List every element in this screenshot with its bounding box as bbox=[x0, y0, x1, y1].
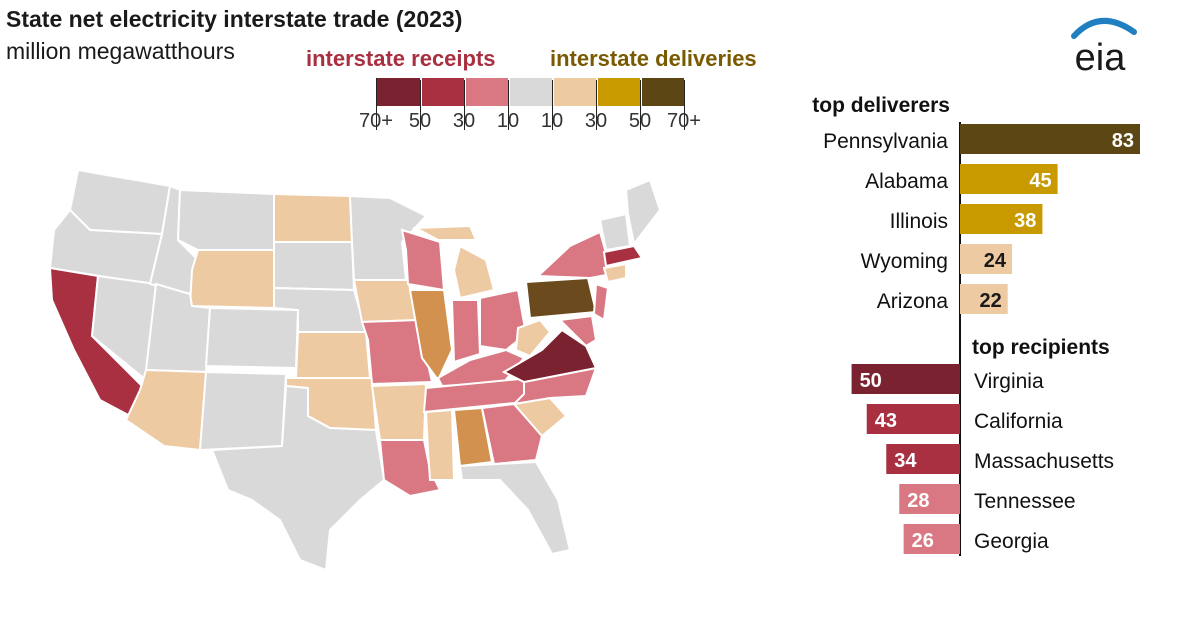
deliverers-heading: top deliverers bbox=[812, 94, 950, 117]
recipient-bar bbox=[903, 524, 960, 554]
state-maine bbox=[624, 178, 662, 247]
legend-receipts-label: interstate receipts bbox=[306, 46, 496, 71]
recipient-category-label: Georgia bbox=[974, 530, 1049, 553]
state-indiana bbox=[450, 299, 482, 364]
deliverer-value-label: 22 bbox=[979, 290, 1001, 312]
deliverer-bar bbox=[960, 164, 1058, 194]
chart-title: State net electricity interstate trade (… bbox=[6, 6, 463, 32]
state-florida bbox=[458, 460, 572, 556]
deliverer-value-label: 83 bbox=[1112, 130, 1134, 152]
state-vermont-nh bbox=[598, 212, 632, 252]
legend-tick-label: 50 bbox=[628, 110, 652, 132]
deliverer-category-label: Arizona bbox=[877, 290, 949, 313]
deliverer-value-label: 38 bbox=[1014, 210, 1036, 232]
state-connecticut bbox=[602, 262, 627, 284]
state-wyoming bbox=[188, 249, 275, 310]
deliverer-value-label: 24 bbox=[984, 250, 1007, 272]
legend-swatch bbox=[508, 78, 552, 106]
state-louisiana bbox=[378, 439, 442, 498]
recipient-category-label: Virginia bbox=[974, 370, 1044, 393]
deliverer-bar bbox=[960, 244, 1013, 274]
chart-subtitle: million megawatthours bbox=[6, 38, 235, 64]
recipients-heading: top recipients bbox=[972, 336, 1110, 359]
legend-tick-label: 30 bbox=[452, 110, 476, 132]
state-alabama bbox=[452, 406, 494, 468]
state-michigan bbox=[452, 244, 496, 300]
legend-tick-line bbox=[420, 80, 421, 130]
recipient-bar bbox=[899, 484, 960, 514]
legend-swatch bbox=[420, 78, 464, 106]
us-map bbox=[48, 168, 662, 572]
deliverer-value-label: 45 bbox=[1029, 170, 1051, 192]
deliverer-bar bbox=[960, 204, 1043, 234]
deliverer-category-label: Pennsylvania bbox=[823, 130, 948, 153]
state-illinois bbox=[408, 289, 454, 382]
legend-tick-line bbox=[640, 80, 641, 130]
deliverer-category-label: Illinois bbox=[890, 210, 948, 233]
deliverer-bar bbox=[960, 284, 1008, 314]
recipient-bar bbox=[866, 404, 960, 434]
legend-swatch bbox=[376, 78, 420, 106]
state-wisconsin bbox=[400, 228, 446, 292]
state-west-virginia bbox=[514, 318, 552, 358]
legend-tick-label: 70+ bbox=[667, 110, 701, 132]
state-maryland bbox=[557, 314, 598, 348]
legend-tick-line bbox=[552, 80, 553, 130]
legend-swatch bbox=[640, 78, 684, 106]
recipient-value-label: 26 bbox=[912, 530, 934, 552]
recipient-category-label: Massachusetts bbox=[974, 450, 1114, 473]
deliverer-category-label: Wyoming bbox=[861, 250, 948, 273]
legend-swatch bbox=[596, 78, 640, 106]
legend-tick-label: 10 bbox=[496, 110, 520, 132]
recipient-bar bbox=[886, 444, 960, 474]
deliverer-category-label: Alabama bbox=[865, 170, 948, 193]
legend-tick-label: 70+ bbox=[359, 110, 393, 132]
legend-tick-line bbox=[508, 80, 509, 130]
recipient-value-label: 28 bbox=[907, 490, 929, 512]
eia-logo: eia bbox=[1071, 17, 1137, 76]
legend-swatch bbox=[552, 78, 596, 106]
legend-tick-label: 10 bbox=[540, 110, 564, 132]
recipient-value-label: 34 bbox=[894, 450, 917, 472]
recipient-category-label: Tennessee bbox=[974, 490, 1076, 513]
legend-tick-line bbox=[376, 80, 377, 130]
state-michigan-upper bbox=[412, 224, 478, 241]
deliverer-bar bbox=[960, 124, 1140, 154]
legend-color-scale bbox=[376, 78, 684, 106]
state-texas bbox=[210, 384, 386, 572]
eia-logo-text: eia bbox=[1075, 37, 1127, 76]
recipient-value-label: 43 bbox=[875, 410, 897, 432]
legend-tick-label: 30 bbox=[584, 110, 608, 132]
legend-tick-line bbox=[464, 80, 465, 130]
legend-tick-line bbox=[596, 80, 597, 130]
state-new-jersey bbox=[592, 282, 610, 322]
legend-tick-line bbox=[684, 80, 685, 130]
legend-tick-label: 50 bbox=[408, 110, 432, 132]
recipient-bar bbox=[851, 364, 960, 394]
state-minnesota bbox=[348, 194, 428, 281]
legend-deliveries-label: interstate deliveries bbox=[550, 46, 757, 71]
recipient-category-label: California bbox=[974, 410, 1063, 433]
recipient-value-label: 50 bbox=[860, 370, 882, 392]
state-missouri bbox=[360, 318, 434, 386]
legend-swatch bbox=[464, 78, 508, 106]
state-mississippi bbox=[424, 408, 456, 481]
